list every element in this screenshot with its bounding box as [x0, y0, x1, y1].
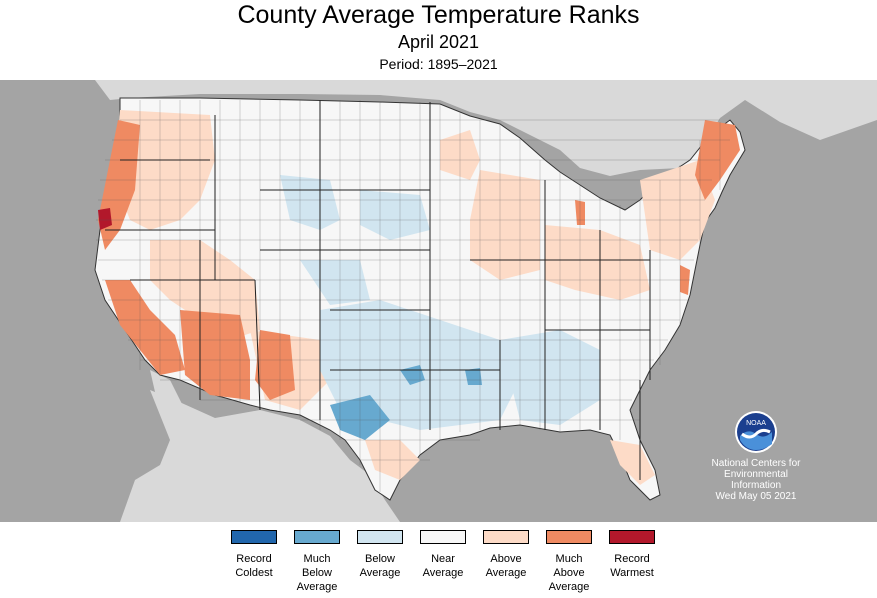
legend-swatch — [357, 530, 403, 544]
state-boundaries — [105, 100, 651, 480]
legend-item-much-below: Much Below Average — [287, 530, 347, 594]
legend-swatch — [483, 530, 529, 544]
legend-label: Below Average — [359, 553, 401, 579]
legend-label: Above Average — [485, 553, 527, 579]
attribution-line-2: Environmental — [724, 469, 788, 480]
attribution-line-1: National Centers for — [711, 458, 801, 469]
legend-item-above: Above Average — [476, 530, 536, 580]
legend-label: Much Above Average — [548, 553, 590, 593]
legend-swatch — [294, 530, 340, 544]
legend-swatch — [420, 530, 466, 544]
legend-label: Much Below Average — [296, 553, 338, 593]
legend-swatch — [231, 530, 277, 544]
legend-label: Record Warmest — [610, 553, 654, 579]
attribution-line-3: Information — [730, 480, 782, 491]
map-panel: NOAA National Centers for Environmental … — [0, 80, 877, 522]
noaa-attribution: NOAA National Centers for Environmental … — [700, 410, 812, 502]
us-county-map — [0, 80, 877, 522]
record-warmest-regions — [98, 208, 112, 230]
legend-item-below: Below Average — [350, 530, 410, 580]
period-label: Period: 1895–2021 — [379, 56, 498, 72]
legend-swatch — [546, 530, 592, 544]
noaa-logo-text: NOAA — [746, 420, 766, 427]
canada-land — [0, 80, 877, 176]
legend-label: Record Coldest — [235, 553, 273, 579]
county-grid — [96, 100, 730, 492]
legend-item-record-coldest: Record Coldest — [224, 530, 284, 580]
baja-land — [150, 370, 225, 510]
attribution-date: Wed May 05 2021 — [715, 491, 797, 502]
legend: Record Coldest Much Below Average Below … — [224, 530, 664, 596]
legend-label: Near Average — [422, 553, 464, 579]
legend-item-record-warmest: Record Warmest — [602, 530, 662, 580]
legend-swatch — [609, 530, 655, 544]
map-title: County Average Temperature Ranks — [237, 1, 640, 29]
legend-item-much-above: Much Above Average — [539, 530, 599, 594]
map-subtitle: April 2021 — [397, 32, 480, 52]
noaa-logo-icon: NOAA — [735, 411, 777, 453]
legend-item-near: Near Average — [413, 530, 473, 580]
